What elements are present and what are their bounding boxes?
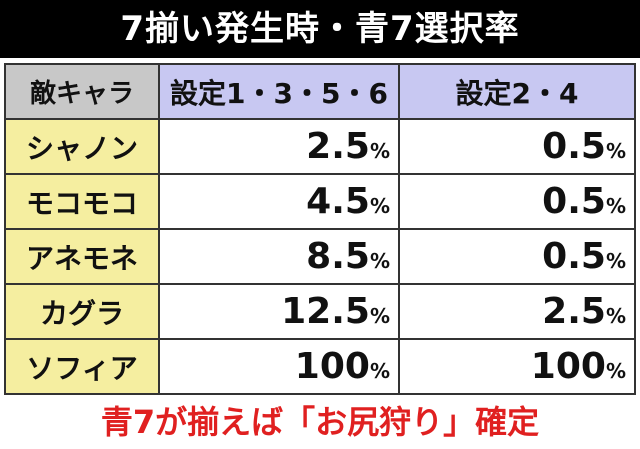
table-row: シャノン 2.5% 0.5% [4, 118, 636, 175]
cell-value: 12.5% [158, 283, 400, 340]
cell-value: 100% [398, 338, 636, 395]
footer-note: 青7が揃えば「お尻狩り」確定 [100, 403, 540, 441]
row-label: アネモネ [4, 228, 160, 285]
cell-value: 0.5% [398, 228, 636, 285]
row-label: シャノン [4, 118, 160, 175]
column-header: 設定2・4 [398, 63, 636, 120]
header-row: 敵キャラ 設定1・3・5・6 設定2・4 [4, 63, 636, 120]
table-row: ソフィア 100% 100% [4, 338, 636, 395]
column-header: 設定1・3・5・6 [158, 63, 400, 120]
cell-value: 4.5% [158, 173, 400, 230]
row-label: カグラ [4, 283, 160, 340]
column-header: 敵キャラ [4, 63, 160, 120]
cell-value: 0.5% [398, 173, 636, 230]
row-label: ソフィア [4, 338, 160, 395]
table-row: モコモコ 4.5% 0.5% [4, 173, 636, 230]
cell-value: 100% [158, 338, 400, 395]
row-label: モコモコ [4, 173, 160, 230]
cell-value: 2.5% [398, 283, 636, 340]
cell-value: 2.5% [158, 118, 400, 175]
cell-value: 8.5% [158, 228, 400, 285]
table-row: カグラ 12.5% 2.5% [4, 283, 636, 340]
table-body: 敵キャラ 設定1・3・5・6 設定2・4 シャノン 2.5% 0.5% モコモコ 4.5% 0.… [4, 63, 636, 395]
table: 敵キャラ 設定1・3・5・6 設定2・4 シャノン 2.5% 0.5% モコモコ 4.5% 0.… [4, 63, 636, 395]
title: 7揃い発生時・青7選択率 [0, 0, 640, 58]
cell-value: 0.5% [398, 118, 636, 175]
table-row: アネモネ 8.5% 0.5% [4, 228, 636, 285]
